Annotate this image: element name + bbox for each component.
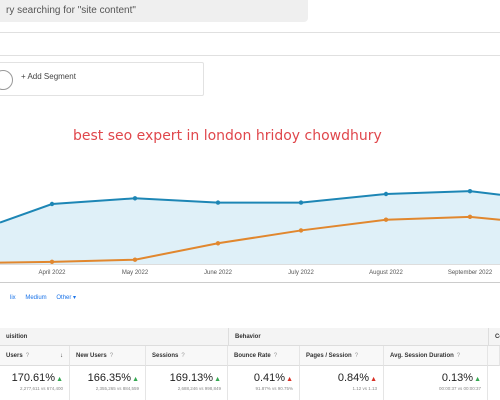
sort-desc-icon: ↓	[60, 353, 63, 359]
filter-link[interactable]: Other ▾	[56, 295, 77, 301]
col-label: New Users	[76, 353, 107, 359]
cell-new-users: 166.35%▲ 2,355,265 vs 884,559	[70, 366, 146, 400]
data-point[interactable]	[215, 200, 221, 205]
data-point[interactable]	[49, 201, 55, 207]
data-point[interactable]	[298, 200, 304, 205]
trend-up-icon: ▲	[214, 376, 221, 383]
x-tick-label: May 2022	[122, 270, 149, 276]
col-label: Users	[6, 353, 23, 359]
pct-value: 169.13%	[169, 372, 214, 384]
x-tick-label: June 2022	[204, 270, 233, 276]
col-pages-session[interactable]: Pages / Session?	[300, 346, 384, 366]
col-label: Bounce Rate	[234, 353, 271, 359]
metrics-table: uisition Behavior Co Users? ↓ New Users?…	[0, 328, 500, 400]
trend-up-icon: ▲	[370, 376, 377, 383]
watermark-text: best seo expert in london hridoy chowdhu…	[73, 128, 382, 144]
pct-value: 0.84%	[337, 372, 370, 384]
help-icon: ?	[109, 353, 114, 359]
group-acquisition: uisition	[0, 328, 228, 346]
segment-circle-icon	[0, 70, 13, 90]
divider	[0, 55, 500, 56]
col-sessions[interactable]: Sessions?	[146, 346, 228, 366]
pct-value: 0.41%	[253, 372, 286, 384]
group-conversions: Co	[488, 328, 500, 346]
data-point[interactable]	[132, 257, 138, 262]
help-icon: ?	[456, 353, 461, 359]
filter-link[interactable]: Medium	[25, 295, 47, 301]
cell-avg-session-duration: 0.13%▲ 00:00:37 vs 00:00:37	[384, 366, 488, 400]
trend-up-icon: ▲	[56, 376, 63, 383]
cell-bounce-rate: 0.41%▲ 91.87% vs 90.75%	[228, 366, 300, 400]
comparison-text: 2,277,611 vs 674,400	[20, 386, 63, 391]
x-tick-label: August 2022	[369, 270, 403, 276]
data-point[interactable]	[49, 259, 55, 265]
comparison-text: 2,355,265 vs 884,559	[95, 386, 139, 391]
pct-value: 166.35%	[87, 372, 132, 384]
cell-sessions: 169.13%▲ 2,688,246 vs 998,849	[146, 366, 228, 400]
help-icon: ?	[273, 353, 278, 359]
series-line-0	[0, 190, 500, 224]
data-point[interactable]	[215, 241, 221, 246]
cell-users: 170.61%▲ 2,277,611 vs 674,400	[0, 366, 70, 400]
filter-links: lix Medium Other ▾	[10, 294, 84, 301]
filter-link[interactable]: lix	[10, 295, 16, 301]
line-chart: April 2022 May 2022 June 2022 July 2022 Augu…	[0, 188, 500, 276]
col-label: Pages / Session	[306, 353, 352, 359]
comparison-text: 91.87% vs 90.75%	[255, 386, 293, 391]
pct-value: 170.61%	[11, 372, 56, 384]
data-point[interactable]	[467, 188, 473, 194]
comparison-text: 1.12 vs 1.13	[352, 386, 377, 391]
col-label: Sessions	[152, 353, 179, 359]
col-avg-session-duration[interactable]: Avg. Session Duration?	[384, 346, 488, 366]
divider	[0, 32, 500, 33]
comparison-text: 00:00:37 vs 00:00:37	[438, 386, 481, 391]
comparison-text: 2,688,246 vs 998,849	[177, 386, 221, 391]
cell-pages-session: 0.84%▲ 1.12 vs 1.13	[300, 366, 384, 400]
help-icon: ?	[181, 353, 185, 359]
col-conversions	[488, 346, 500, 366]
add-segment-label: + Add Segment	[21, 72, 76, 81]
group-behavior: Behavior	[228, 328, 488, 346]
data-point[interactable]	[383, 217, 389, 222]
x-tick-label: September 2022	[448, 270, 493, 276]
help-icon: ?	[25, 353, 30, 359]
series-area	[0, 191, 500, 264]
trend-up-icon: ▲	[132, 376, 139, 383]
col-users[interactable]: Users? ↓	[0, 346, 70, 366]
cell-conversions	[488, 366, 500, 400]
data-point[interactable]	[383, 191, 389, 197]
search-input[interactable]: ry searching for "site content"	[0, 0, 308, 22]
pct-value: 0.13%	[441, 372, 474, 384]
help-icon: ?	[354, 353, 359, 359]
col-new-users[interactable]: New Users?	[70, 346, 146, 366]
x-tick-label: July 2022	[288, 270, 314, 276]
trend-up-icon: ▲	[474, 376, 481, 383]
col-bounce-rate[interactable]: Bounce Rate?	[228, 346, 300, 366]
divider	[0, 282, 500, 283]
data-point[interactable]	[298, 228, 304, 233]
x-tick-label: April 2022	[38, 270, 66, 276]
trend-up-icon: ▲	[286, 376, 293, 383]
series-line-1	[0, 215, 500, 264]
col-label: Avg. Session Duration	[390, 353, 454, 359]
data-point[interactable]	[467, 214, 473, 220]
add-segment-box[interactable]: + Add Segment	[0, 62, 204, 96]
data-point[interactable]	[132, 196, 138, 201]
